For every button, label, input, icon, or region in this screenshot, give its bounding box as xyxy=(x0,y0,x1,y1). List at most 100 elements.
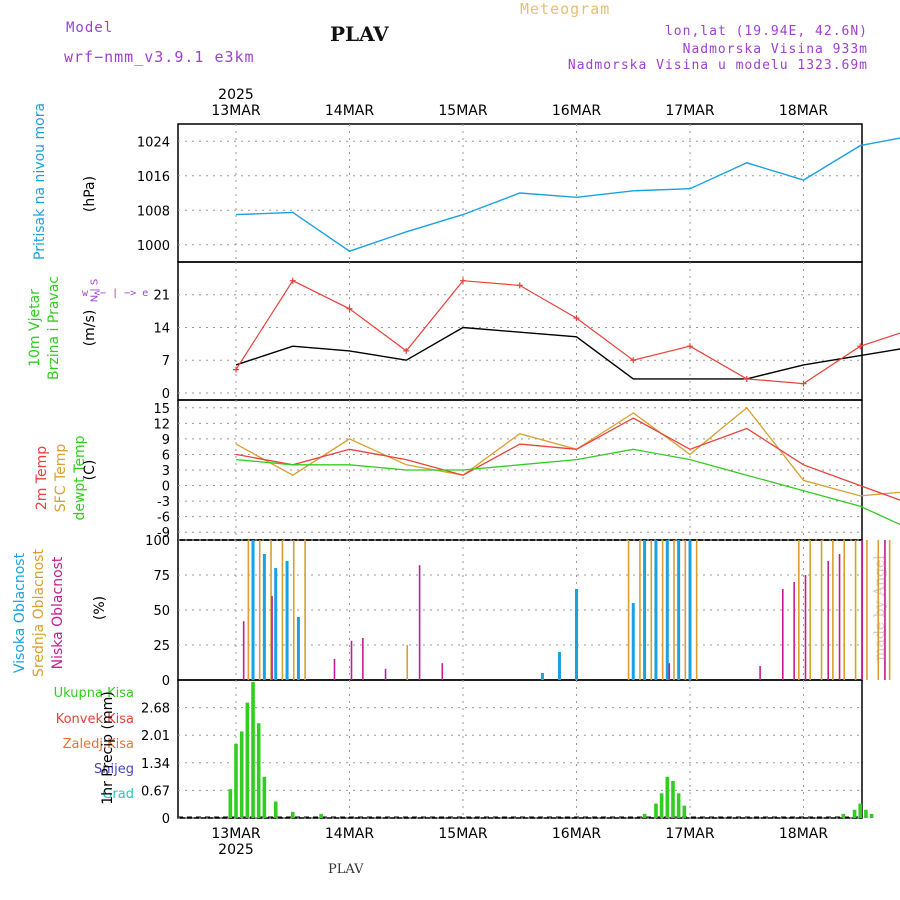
cloud-bar-high xyxy=(557,652,561,680)
precip-bar xyxy=(234,743,238,818)
gust-marker xyxy=(346,305,353,312)
y-tick-label: 1024 xyxy=(137,135,170,150)
precip-label-total: Ukupna Kisa xyxy=(53,686,134,701)
cloud-bar-mid xyxy=(258,540,261,680)
cloud-bar-low xyxy=(441,663,444,680)
bottom-day-label: 16MAR xyxy=(552,826,601,842)
y-tick-label: 2.68 xyxy=(141,702,170,717)
cloud-bar-mid xyxy=(673,540,675,680)
top-day-label: 18MAR xyxy=(779,103,828,119)
top-day-label: 15MAR xyxy=(438,103,487,119)
precip-bar xyxy=(290,811,295,818)
cloud-bar-mid xyxy=(888,540,891,680)
cloud-bar-low xyxy=(333,659,336,680)
bottom-day-label: 15MAR xyxy=(438,826,487,842)
cloud-bar-low xyxy=(884,540,886,680)
cloud-bar-mid xyxy=(877,540,880,680)
precip-bar xyxy=(682,805,687,818)
cloud-bar-mid xyxy=(866,540,868,680)
cloud-bar-mid xyxy=(798,540,800,680)
precip-label-conv: Konvek.Kisa xyxy=(55,712,134,727)
cloud-bar-high xyxy=(665,540,669,680)
cloud-bar-mid xyxy=(406,645,409,680)
cloud-bar-low xyxy=(861,540,864,680)
precip-bar xyxy=(642,813,647,818)
cloud-bar-low xyxy=(838,554,841,680)
precip-label-freez: Zaledj.Kisa xyxy=(62,737,134,752)
cloud-bar-mid xyxy=(304,540,306,680)
cloud-bar-low xyxy=(362,638,364,680)
gust-marker xyxy=(403,347,410,354)
precip-bar xyxy=(228,789,233,818)
precip-label-snow: Snijeg xyxy=(94,762,134,777)
temp-2m-line xyxy=(235,417,900,501)
y-tick-label: 1016 xyxy=(137,170,170,185)
y-tick-label: 15 xyxy=(153,402,170,417)
precip-bar xyxy=(262,776,267,818)
model-name: wrf−nmm_v3.9.1 e3km xyxy=(64,48,255,66)
panel-frame xyxy=(177,679,863,819)
precip-bar xyxy=(676,793,681,818)
cloud-bar-mid xyxy=(854,540,857,680)
cloud-bar-high xyxy=(575,589,578,680)
top-year-label: 2025 xyxy=(218,87,254,103)
precip-bar xyxy=(319,813,323,818)
y-tick-label: 2.01 xyxy=(141,729,170,744)
cloud-bar-mid xyxy=(695,540,698,680)
cloud-bar-high xyxy=(262,554,266,680)
cloud-bar-mid xyxy=(832,540,834,680)
cloud-bar-mid xyxy=(650,540,653,680)
cloud-bar-mid xyxy=(843,540,846,680)
y-tick-label: 1000 xyxy=(137,239,170,254)
cloud-bar-mid xyxy=(684,540,687,680)
y-tick-label: 0 xyxy=(162,387,170,402)
bottom-day-label: 17MAR xyxy=(665,826,714,842)
pressure-line xyxy=(235,137,900,252)
cloud-bar-mid xyxy=(247,540,250,680)
wind-compass: w <− | −> e xyxy=(82,288,149,299)
y-tick-label: 14 xyxy=(153,321,170,336)
cloud-bar-high xyxy=(677,540,681,680)
y-tick-label: 0.67 xyxy=(141,784,170,799)
cloud-bar-low xyxy=(793,582,795,680)
precip-bar xyxy=(864,809,868,818)
wind-gust-line xyxy=(235,279,900,385)
model-label: Model xyxy=(66,20,114,36)
gust-marker xyxy=(516,282,523,289)
station-title: PLAV xyxy=(330,22,389,46)
y-tick-label: 1.34 xyxy=(141,757,170,772)
meteogram-label: Meteogram xyxy=(520,0,611,18)
cloud-bar-low xyxy=(271,596,273,680)
y-tick-label: -9 xyxy=(157,526,170,541)
wind-speed-line xyxy=(235,326,900,380)
cloud-bar-low xyxy=(418,565,421,680)
precip-bar xyxy=(251,682,255,818)
bottom-day-label: 14MAR xyxy=(325,826,374,842)
cloud-bar-high xyxy=(643,540,647,680)
y-tick-label: -6 xyxy=(157,511,170,526)
y-tick-label: 9 xyxy=(162,433,170,448)
cloud-bar-high xyxy=(285,561,289,680)
y-tick-label: 25 xyxy=(153,639,170,654)
cloud-bar-high xyxy=(688,540,692,680)
cloud-bar-high xyxy=(274,568,278,680)
gust-marker xyxy=(289,277,296,284)
gust-marker xyxy=(800,380,807,387)
top-day-label: 14MAR xyxy=(325,103,374,119)
cloud-bar-low xyxy=(782,589,784,680)
gust-marker xyxy=(573,315,580,322)
y-tick-label: 7 xyxy=(162,354,170,369)
y-tick-label: 0 xyxy=(162,812,170,827)
precip-bar xyxy=(245,702,250,818)
precip-bar xyxy=(852,809,857,818)
y-tick-label: 3 xyxy=(162,464,170,479)
bottom-day-label: 18MAR xyxy=(779,826,828,842)
altitude-label: Nadmorska Visina 933m xyxy=(682,42,868,57)
cloud-bar-low xyxy=(350,640,353,680)
y-tick-label: 0 xyxy=(162,674,170,689)
top-day-label: 13MAR xyxy=(211,103,260,119)
precip-bar xyxy=(256,723,261,818)
cloud-bar-high xyxy=(540,673,544,680)
cloud-bar-low xyxy=(668,663,671,680)
